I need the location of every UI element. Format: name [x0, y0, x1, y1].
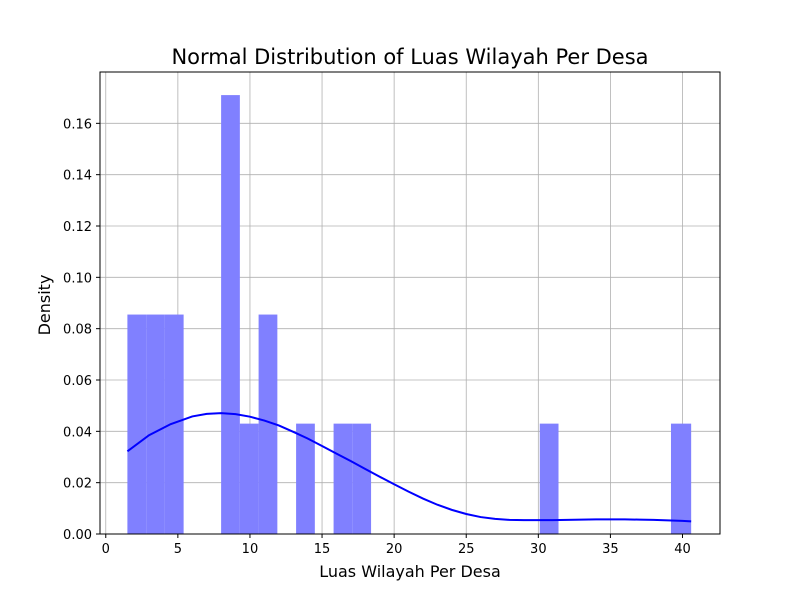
y-tick-label: 0.14 [63, 169, 92, 184]
x-tick-label: 15 [314, 542, 331, 557]
y-tick-label: 0.08 [63, 323, 92, 338]
grid [100, 72, 720, 535]
histogram-bar [333, 423, 353, 534]
x-tick-label: 35 [602, 542, 619, 557]
x-axis-ticks: 0 5 10 15 20 25 30 35 40 [102, 534, 691, 557]
y-tick-label: 0.00 [63, 528, 92, 543]
y-tick-label: 0.02 [63, 477, 92, 492]
x-tick-label: 0 [102, 542, 110, 557]
histogram-bar [352, 423, 372, 534]
x-tick-label: 30 [530, 542, 547, 557]
histogram-bars [127, 95, 692, 534]
histogram-bar [127, 314, 147, 534]
x-axis-label: Luas Wilayah Per Desa [319, 562, 501, 581]
x-tick-label: 20 [386, 542, 403, 557]
histogram-bar [296, 423, 315, 534]
histogram-bar [221, 95, 240, 534]
x-tick-label: 5 [174, 542, 182, 557]
histogram-bar [670, 423, 692, 534]
histogram-bar [146, 314, 165, 534]
histogram-bar [164, 314, 184, 534]
y-axis-label: Density [35, 275, 54, 336]
y-tick-label: 0.16 [63, 117, 92, 132]
x-tick-label: 40 [674, 542, 691, 557]
y-tick-label: 0.10 [63, 271, 92, 286]
histogram-bar [539, 423, 559, 534]
density-curve [126, 412, 692, 523]
plot-frame [99, 71, 721, 535]
y-tick-label: 0.12 [63, 220, 92, 235]
histogram-bar [258, 314, 278, 534]
histogram-bar [239, 423, 259, 534]
y-tick-label: 0.04 [63, 425, 92, 440]
y-tick-label: 0.06 [63, 374, 92, 389]
x-tick-label: 25 [458, 542, 475, 557]
y-axis-ticks: 0.00 0.02 0.04 0.06 0.08 0.10 0.12 0.14 0.16 [63, 117, 100, 543]
x-tick-label: 10 [242, 542, 259, 557]
chart-title: Normal Distribution of Luas Wilayah Per … [171, 45, 648, 69]
